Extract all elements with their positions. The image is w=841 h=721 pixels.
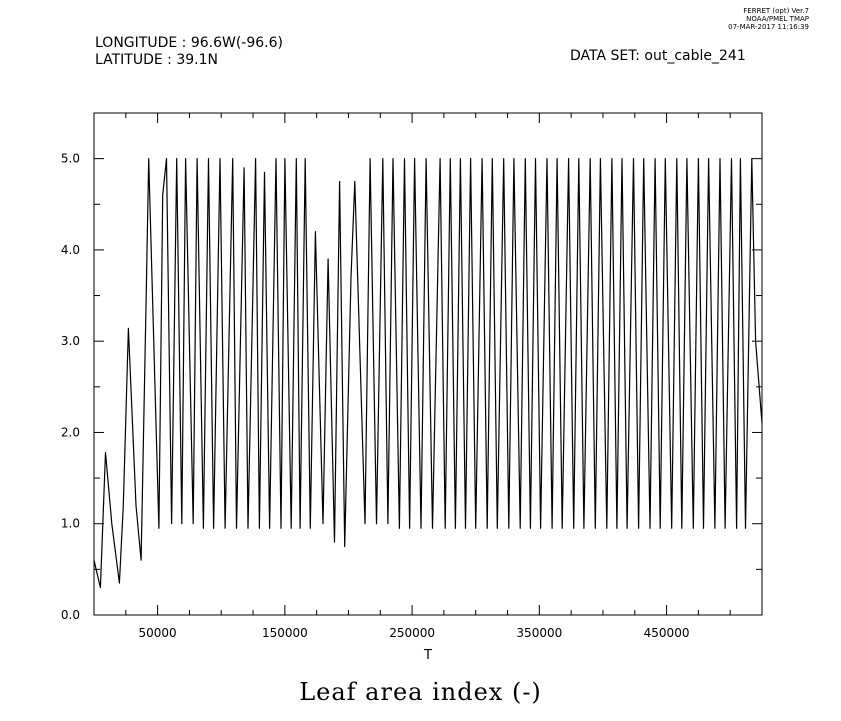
x-tick-label: 50000 <box>139 626 177 640</box>
y-tick-label: 4.0 <box>61 243 80 257</box>
chart-title: Leaf area index (-) <box>299 678 542 706</box>
x-axis: 50000 150000 250000 350000 450000 <box>93 113 763 640</box>
y-tick-label: 0.0 <box>61 608 80 622</box>
series-layer <box>93 158 763 589</box>
y-tick-label: 3.0 <box>61 334 80 348</box>
x-tick-label: 350000 <box>516 626 562 640</box>
x-tick-label: 150000 <box>262 626 308 640</box>
x-tick-label: 250000 <box>389 626 435 640</box>
y-tick-label: 1.0 <box>61 517 80 531</box>
ferret-org-stamp: NOAA/PMEL TMAP <box>746 15 809 23</box>
y-tick-label: 2.0 <box>61 425 80 439</box>
ferret-version-stamp: FERRET (opt) Ver.7 <box>743 7 809 15</box>
dataset-label: DATA SET: out_cable_241 <box>570 48 746 64</box>
y-axis: 0.0 1.0 2.0 3.0 4.0 5.0 <box>61 112 762 622</box>
x-axis-label: T <box>423 648 432 663</box>
ferret-date-stamp: 07-MAR-2017 11:16:39 <box>728 23 809 31</box>
longitude-label: LONGITUDE : 96.6W(-96.6) <box>95 35 283 51</box>
series-line <box>93 158 763 589</box>
latitude-label: LATITUDE : 39.1N <box>95 52 218 68</box>
y-tick-label: 5.0 <box>61 152 80 166</box>
x-tick-label: 450000 <box>644 626 690 640</box>
plot-frame <box>93 112 763 616</box>
